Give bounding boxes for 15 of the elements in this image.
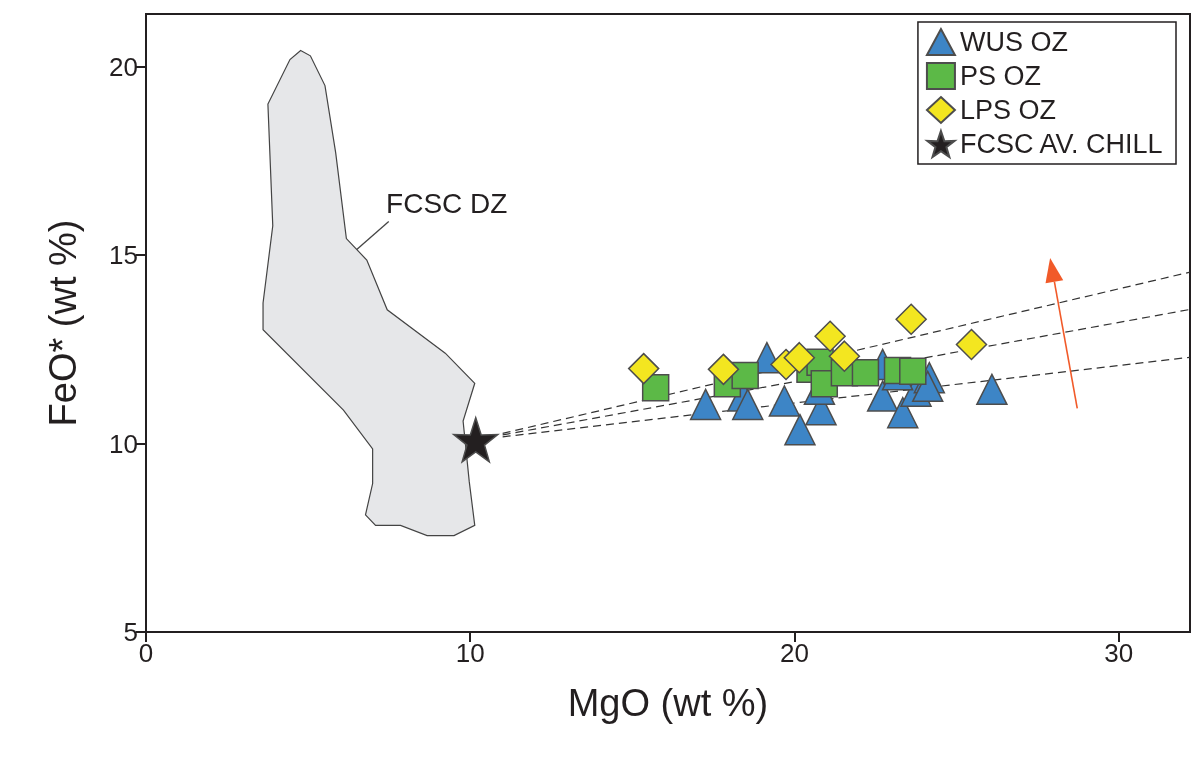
legend-label: WUS OZ [959,27,1068,57]
y-tick-label: 10 [109,428,138,459]
y-tick-label: 20 [109,51,138,82]
x-tick-label: 20 [779,638,809,668]
legend-label: LPS OZ [959,95,1056,125]
y-tick-label: 15 [109,240,138,271]
x-axis-title: MgO (wt %) [567,682,769,724]
x-tick-label: 10 [455,638,485,668]
x-tick-label: 0 [138,638,154,668]
x-tick-label: 30 [1104,638,1134,668]
y-tick-label: 5 [123,617,138,647]
annotation: FCSC DZ [386,188,508,220]
legend-label: PS OZ [959,61,1041,91]
legend-label: FCSC AV. CHILL [959,129,1163,159]
y-axis-title: FeO* (wt %) [42,219,84,427]
